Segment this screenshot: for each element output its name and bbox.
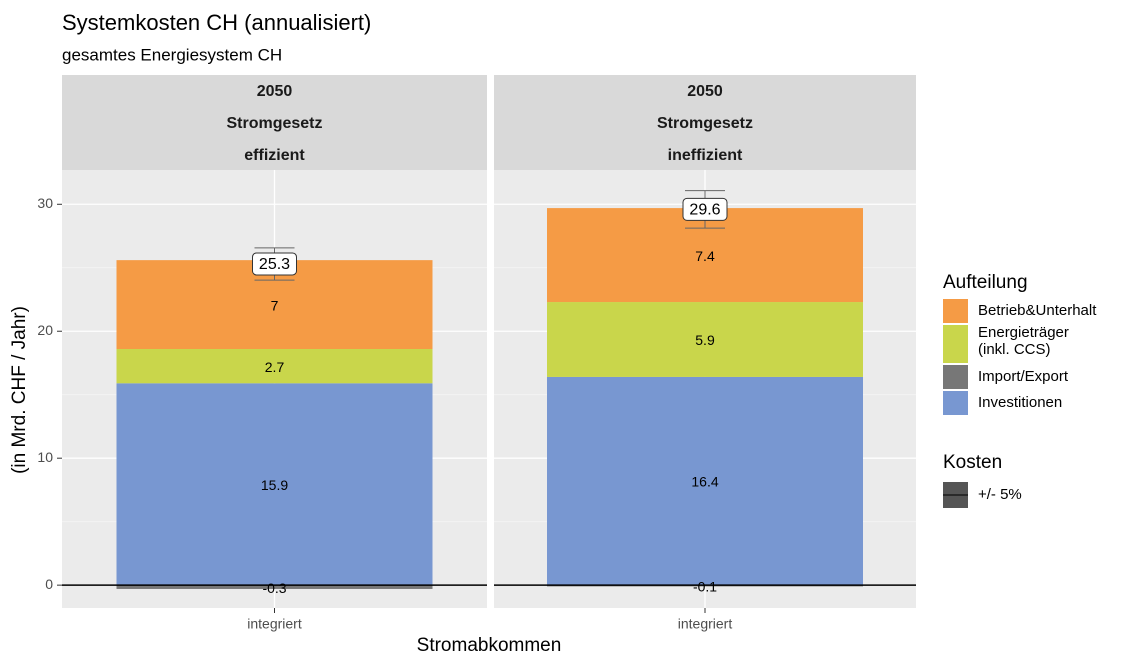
data-label: 7 <box>271 297 279 313</box>
total-label-box <box>252 252 297 276</box>
bar-segment <box>547 376 863 586</box>
y-tick-label: 20 <box>37 322 53 338</box>
strip-label: effizient <box>244 147 305 164</box>
strip-label: 2050 <box>687 83 723 100</box>
data-label: -0.1 <box>693 578 717 594</box>
chart-title: Systemkosten CH (annualisiert) <box>62 10 371 35</box>
data-label: 2.7 <box>265 359 285 375</box>
y-tick-label: 30 <box>37 195 53 211</box>
strip-background <box>494 75 916 170</box>
bar-segment <box>116 585 433 589</box>
legend-title: Aufteilung <box>943 272 1028 293</box>
bar-segment <box>116 349 433 384</box>
x-tick-label: integriert <box>678 616 733 632</box>
strip-label: ineffizient <box>668 147 743 164</box>
chart-subtitle: gesamtes Energiesystem CH <box>62 45 282 64</box>
y-tick-label: 10 <box>37 449 53 465</box>
strip-label: 2050 <box>257 83 293 100</box>
data-label: 15.9 <box>261 477 288 493</box>
data-label: 16.4 <box>691 474 718 490</box>
total-label: 25.3 <box>259 256 290 273</box>
legend-key <box>943 325 968 363</box>
strip-label: Stromgesetz <box>226 115 322 132</box>
x-axis-label: Stromabkommen <box>417 635 562 656</box>
legend-key <box>943 365 968 389</box>
legend-key <box>943 391 968 415</box>
x-tick-label: integriert <box>247 616 302 632</box>
strip-background <box>62 75 487 170</box>
data-label: -0.3 <box>262 580 286 596</box>
legend-label: Energieträger (inkl. CCS) <box>978 324 1069 358</box>
bar-segment <box>116 383 433 586</box>
bar-segment <box>547 302 863 377</box>
y-axis-label: (in Mrd. CHF / Jahr) <box>9 306 30 474</box>
legend-label: Investitionen <box>978 394 1062 411</box>
y-tick-label: 0 <box>45 576 53 592</box>
total-label: 29.6 <box>689 202 720 219</box>
strip-label: Stromgesetz <box>657 115 753 132</box>
legend-label: Betrieb&Unterhalt <box>978 302 1097 319</box>
data-label: 5.9 <box>695 332 715 348</box>
data-label: 7.4 <box>695 248 715 264</box>
legend-label: +/- 5% <box>978 486 1022 503</box>
legend-label: Import/Export <box>978 368 1069 385</box>
legend-title: Kosten <box>943 452 1002 473</box>
total-label-box <box>682 197 728 221</box>
legend-key <box>943 299 968 323</box>
